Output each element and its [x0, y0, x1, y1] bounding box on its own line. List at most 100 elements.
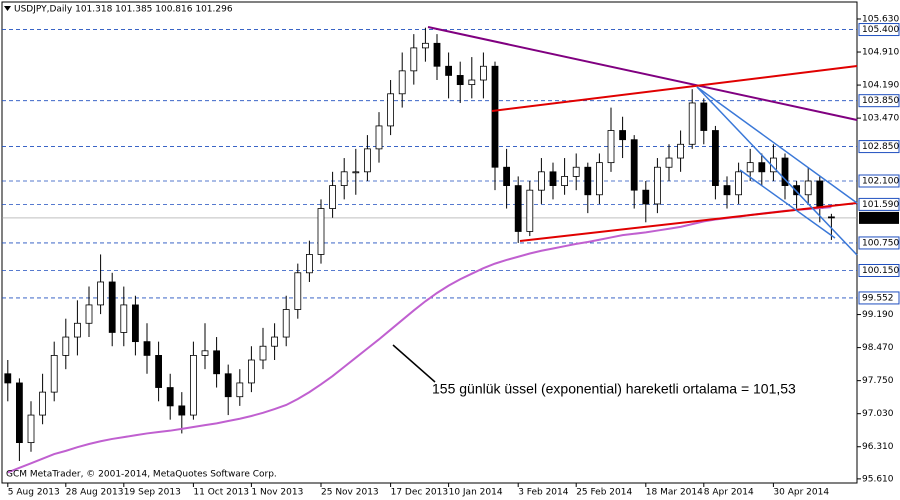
chart-title: USDJPY,Daily 101.318 101.385 100.816 101… [14, 5, 233, 15]
candle-body [491, 65, 499, 168]
moving-average [7, 206, 832, 474]
x-tick-label: 10 Jan 2014 [449, 488, 503, 498]
level-box [858, 140, 900, 154]
x-tick-label: 19 Sep 2013 [124, 488, 181, 498]
candle-body [723, 185, 731, 196]
annotation-arrow [392, 344, 436, 383]
trend-line [427, 26, 858, 121]
level-box [858, 197, 900, 211]
candle-body [468, 79, 476, 86]
candle-body [665, 157, 673, 168]
candle-body [62, 336, 70, 356]
y-tick-label: 97.030 [862, 409, 894, 419]
candle-body [143, 341, 151, 356]
level-box [858, 174, 900, 188]
candle-body [201, 350, 209, 356]
candle-body [479, 65, 487, 81]
candle-body [97, 281, 104, 306]
candle-body [804, 180, 812, 196]
level-box [858, 236, 900, 250]
y-tick-label: 98.470 [862, 343, 894, 353]
candle-body [294, 272, 302, 310]
trend-line [739, 169, 836, 239]
candle-body [15, 382, 23, 444]
level-label: 103.850 [862, 96, 899, 106]
candle-body [236, 382, 244, 398]
x-tick-label: 28 Aug 2013 [66, 488, 124, 498]
x-tick-label: 5 Aug 2013 [8, 488, 60, 498]
y-tick-label: 96.310 [862, 442, 894, 452]
candle-body [282, 309, 290, 338]
candle-body [700, 102, 708, 131]
current-price-label: 101.296 [862, 213, 899, 223]
candle-body [317, 208, 325, 255]
menu-triangle [4, 6, 11, 11]
candle-body [677, 143, 684, 159]
candle-body [758, 162, 766, 173]
x-tick-label: 11 Oct 2013 [193, 488, 249, 498]
candle-body [746, 162, 754, 173]
candle-body [445, 65, 453, 76]
trend-line [696, 86, 858, 204]
candle-body [584, 166, 592, 196]
x-tick-label: 30 Apr 2014 [773, 488, 829, 498]
candle-body [50, 355, 58, 393]
candle-body [387, 93, 395, 127]
candle-body [549, 171, 557, 186]
x-tick-label: 8 Apr 2014 [704, 488, 754, 498]
candle-body [630, 139, 638, 191]
candle-body [410, 47, 418, 72]
x-tick-label: 17 Dec 2013 [391, 488, 449, 498]
candle-body [166, 387, 174, 407]
y-tick-label: 97.750 [862, 376, 894, 386]
level-label: 102.100 [862, 176, 899, 186]
candle-body [398, 70, 406, 95]
candle-body [781, 157, 789, 186]
trend-line [696, 86, 858, 256]
level-label: 100.750 [862, 238, 899, 248]
level-box [858, 23, 900, 37]
candle-body [816, 180, 824, 209]
candle-body [654, 166, 661, 205]
level-label: 102.850 [862, 142, 899, 152]
y-tick-label: 104.910 [862, 48, 899, 58]
y-tick-label: 104.190 [862, 81, 899, 91]
candle-body [4, 373, 12, 384]
level-label: 105.400 [862, 25, 899, 35]
candle-body [688, 102, 696, 145]
trend-line [491, 65, 858, 112]
level-box [858, 263, 900, 277]
candle-body [642, 189, 650, 205]
candle-body [712, 130, 719, 186]
candle-body [305, 254, 313, 274]
candle-body [619, 130, 626, 141]
candle-body [155, 355, 163, 388]
candle-body [352, 171, 360, 174]
level-label: 99.552 [862, 293, 894, 303]
level-label: 100.150 [862, 266, 899, 276]
candle-body [120, 304, 128, 333]
annotation: 155 günlük üssel (exponential) hareketli… [432, 381, 796, 397]
candle-body [340, 171, 348, 186]
candle-body [329, 185, 337, 209]
candle-body [85, 304, 93, 324]
candle-body [74, 322, 81, 338]
plot-frame [1, 1, 858, 484]
candle-body [561, 176, 568, 186]
candle-body [503, 166, 511, 186]
current-price-box [859, 211, 899, 224]
candle-body [108, 281, 116, 333]
candle-body [224, 373, 232, 398]
candle-body [572, 166, 580, 177]
candle-body [828, 216, 835, 219]
y-tick-label: 103.470 [862, 114, 899, 124]
x-tick-label: 25 Nov 2013 [321, 488, 379, 498]
candle-body [596, 162, 603, 196]
candle-body [189, 355, 197, 416]
candle-body [363, 148, 371, 173]
level-label: 101.590 [862, 200, 899, 210]
plot-layer [2, 27, 857, 474]
candle-body [247, 359, 255, 384]
candle-body [271, 336, 279, 347]
